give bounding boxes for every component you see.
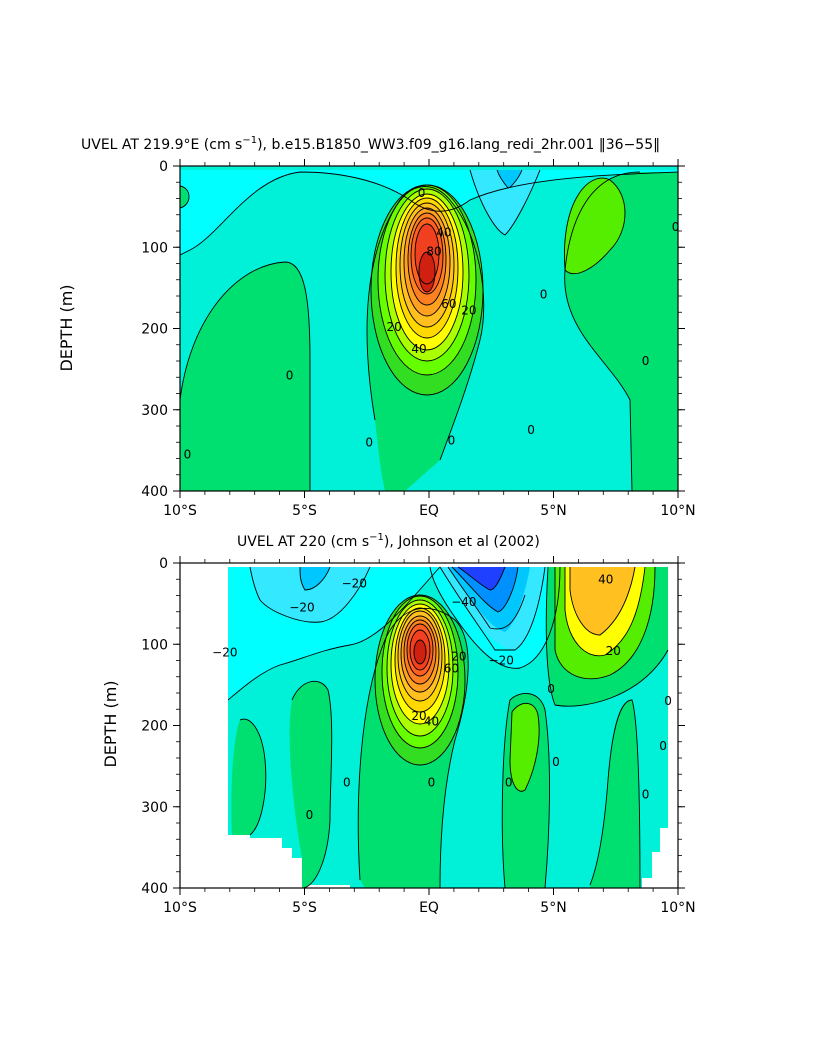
panel-top: UVEL AT 219.9°E (cm s−1), b.e15.B1850_WW… [57,135,696,519]
panel-top-xtick-label: EQ [419,503,439,519]
panel-bottom-contour-label: −20 [489,654,514,668]
panel-top-ytick-label: 0 [159,159,168,175]
panel-bottom-title: UVEL AT 220 (cm s−1), Johnson et al (200… [237,532,540,550]
panel-bottom-contour-label: 40 [598,572,613,586]
panel-bottom-contour-label: −20 [212,645,237,659]
panel-bottom-contour-label: 0 [547,682,555,696]
panel-top-contour-label: 40 [436,226,451,240]
panel-top-contour-label: 20 [461,304,476,318]
panel-bottom-contour-label: 0 [505,775,513,789]
panel-top-xtick-label: 10°S [163,503,197,519]
panel-top-title: UVEL AT 219.9°E (cm s−1), b.e15.B1850_WW… [81,135,660,153]
panel-top-contour-label: 0 [672,220,680,234]
panel-bottom-contour-label: −40 [451,595,476,609]
panel-bottom-ytick-label: 400 [141,881,168,897]
panel-bottom-contour-label: 0 [659,739,667,753]
panel-bottom-contour-label: 0 [664,694,672,708]
panel-top-contour-label: 0 [527,423,535,437]
panel-top-contour-label: 0 [540,287,548,301]
panel-bottom-xtick-label: 10°N [660,900,695,916]
panel-bottom-ytick-label: 200 [141,719,168,735]
panel-bottom-contour-label: 0 [428,775,436,789]
panel-bottom-contour-label: −20 [342,576,367,590]
panel-top-contour-label: 0 [365,435,373,449]
panel-top-contour-label: 40 [411,342,426,356]
panel-bottom-xtick-label: 5°N [540,900,566,916]
panel-top-ytick-label: 300 [141,403,168,419]
panel-bottom-contour-label: 20 [451,649,466,663]
panel-top-contour-label: 0 [642,354,650,368]
panel-top-ytick-label: 200 [141,322,168,338]
panel-bottom-ylabel: DEPTH (m) [101,680,120,767]
panel-top-contour-label: 80 [426,244,441,258]
panel-bottom-contour-label: 0 [306,808,314,822]
panel-top-xtick-label: 10°N [660,503,695,519]
panel-top-xtick-label: 5°N [540,503,566,519]
panel-top-contour-label: 20 [386,320,401,334]
panel-bottom-contour-label: 40 [424,714,439,728]
panel-top-contour-labels: 0 0 0 0 0 0 0 0 0 20 20 40 40 60 80 [184,186,680,462]
panel-bottom-ytick-label: 300 [141,800,168,816]
panel-top-ytick-label: 100 [141,240,168,256]
panel-bottom-contour-label: 20 [606,644,621,658]
panel-bottom: UVEL AT 220 (cm s−1), Johnson et al (200… [101,532,696,916]
panel-bottom-contour-label: −20 [289,601,314,615]
panel-bottom-xtick-label: EQ [419,900,439,916]
panel-bottom-ytick-label: 100 [141,637,168,653]
panel-top-xtick-label: 5°S [292,503,317,519]
panel-top-contour-label: 60 [441,297,456,311]
panel-bottom-contour-label: 20 [411,709,426,723]
panel-bottom-xtick-label: 5°S [292,900,317,916]
panel-bottom-field [227,566,669,888]
panel-bottom-contour-label: 0 [343,775,351,789]
panel-top-contour-label: 0 [286,369,294,383]
panel-top-contour-label: 0 [418,186,426,200]
panel-top-contour-label: 0 [448,434,456,448]
panel-bottom-contour-label: 60 [444,662,459,676]
panel-top-ylabel: DEPTH (m) [57,284,76,371]
panel-top-field [180,166,678,491]
panel-bottom-contour-label: 0 [642,788,650,802]
panel-bottom-contour-label: 0 [552,755,560,769]
panel-top-contour-label: 0 [184,447,192,461]
panel-bottom-ytick-label: 0 [159,556,168,572]
panel-top-ytick-label: 400 [141,484,168,500]
panel-bottom-xtick-label: 10°S [163,900,197,916]
